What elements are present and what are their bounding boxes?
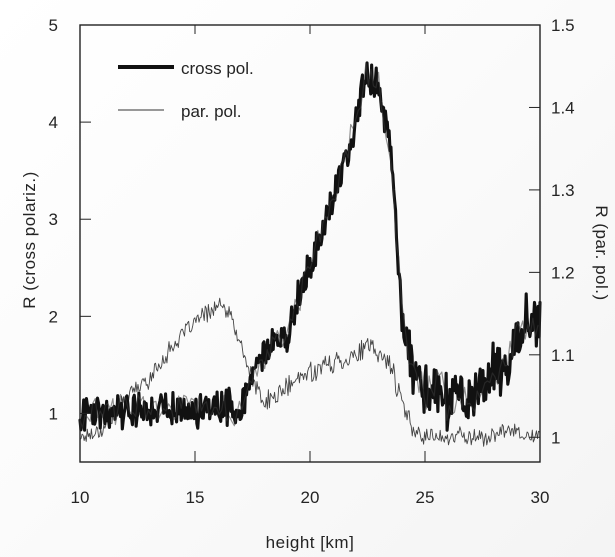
y-left-tick-label: 2 [49, 307, 58, 326]
x-tick-label: 20 [301, 488, 320, 507]
legend-cross-pol-label: cross pol. [181, 59, 254, 78]
axes-layer [79, 24, 541, 463]
y-right-tick-label: 1 [551, 428, 560, 447]
y-right-tick-label: 1.1 [551, 346, 575, 365]
x-tick-label: 30 [531, 488, 550, 507]
legend-par-pol-label: par. pol. [181, 102, 242, 121]
y-right-tick-label: 1.5 [551, 16, 575, 35]
y-left-axis-label: R (cross polariz.) [20, 171, 39, 308]
series-layer [78, 61, 542, 447]
x-tick-label: 10 [71, 488, 90, 507]
labels-layer: 10 15 20 25 30 1 2 3 4 5 1 1.1 1.2 1.3 1.4 1.5 height [k… [20, 16, 611, 552]
legend-layer: cross pol. par. pol. [118, 59, 254, 121]
y-left-tick-label: 1 [49, 404, 58, 423]
y-right-axis-label: R (par. pol.) [592, 205, 611, 300]
y-left-tick-label: 3 [49, 210, 58, 229]
cross-pol-series-texture [79, 62, 539, 429]
y-left-tick-label: 5 [49, 16, 58, 35]
x-axis-label: height [km] [266, 533, 355, 552]
y-right-tick-label: 1.3 [551, 181, 575, 200]
par-pol-series-line [79, 297, 540, 447]
y-right-tick-label: 1.2 [551, 263, 575, 282]
x-tick-label: 15 [186, 488, 205, 507]
cross-pol-series-line [78, 61, 542, 432]
y-right-tick-label: 1.4 [551, 98, 575, 117]
y-left-tick-label: 4 [49, 113, 58, 132]
x-tick-label: 25 [416, 488, 435, 507]
